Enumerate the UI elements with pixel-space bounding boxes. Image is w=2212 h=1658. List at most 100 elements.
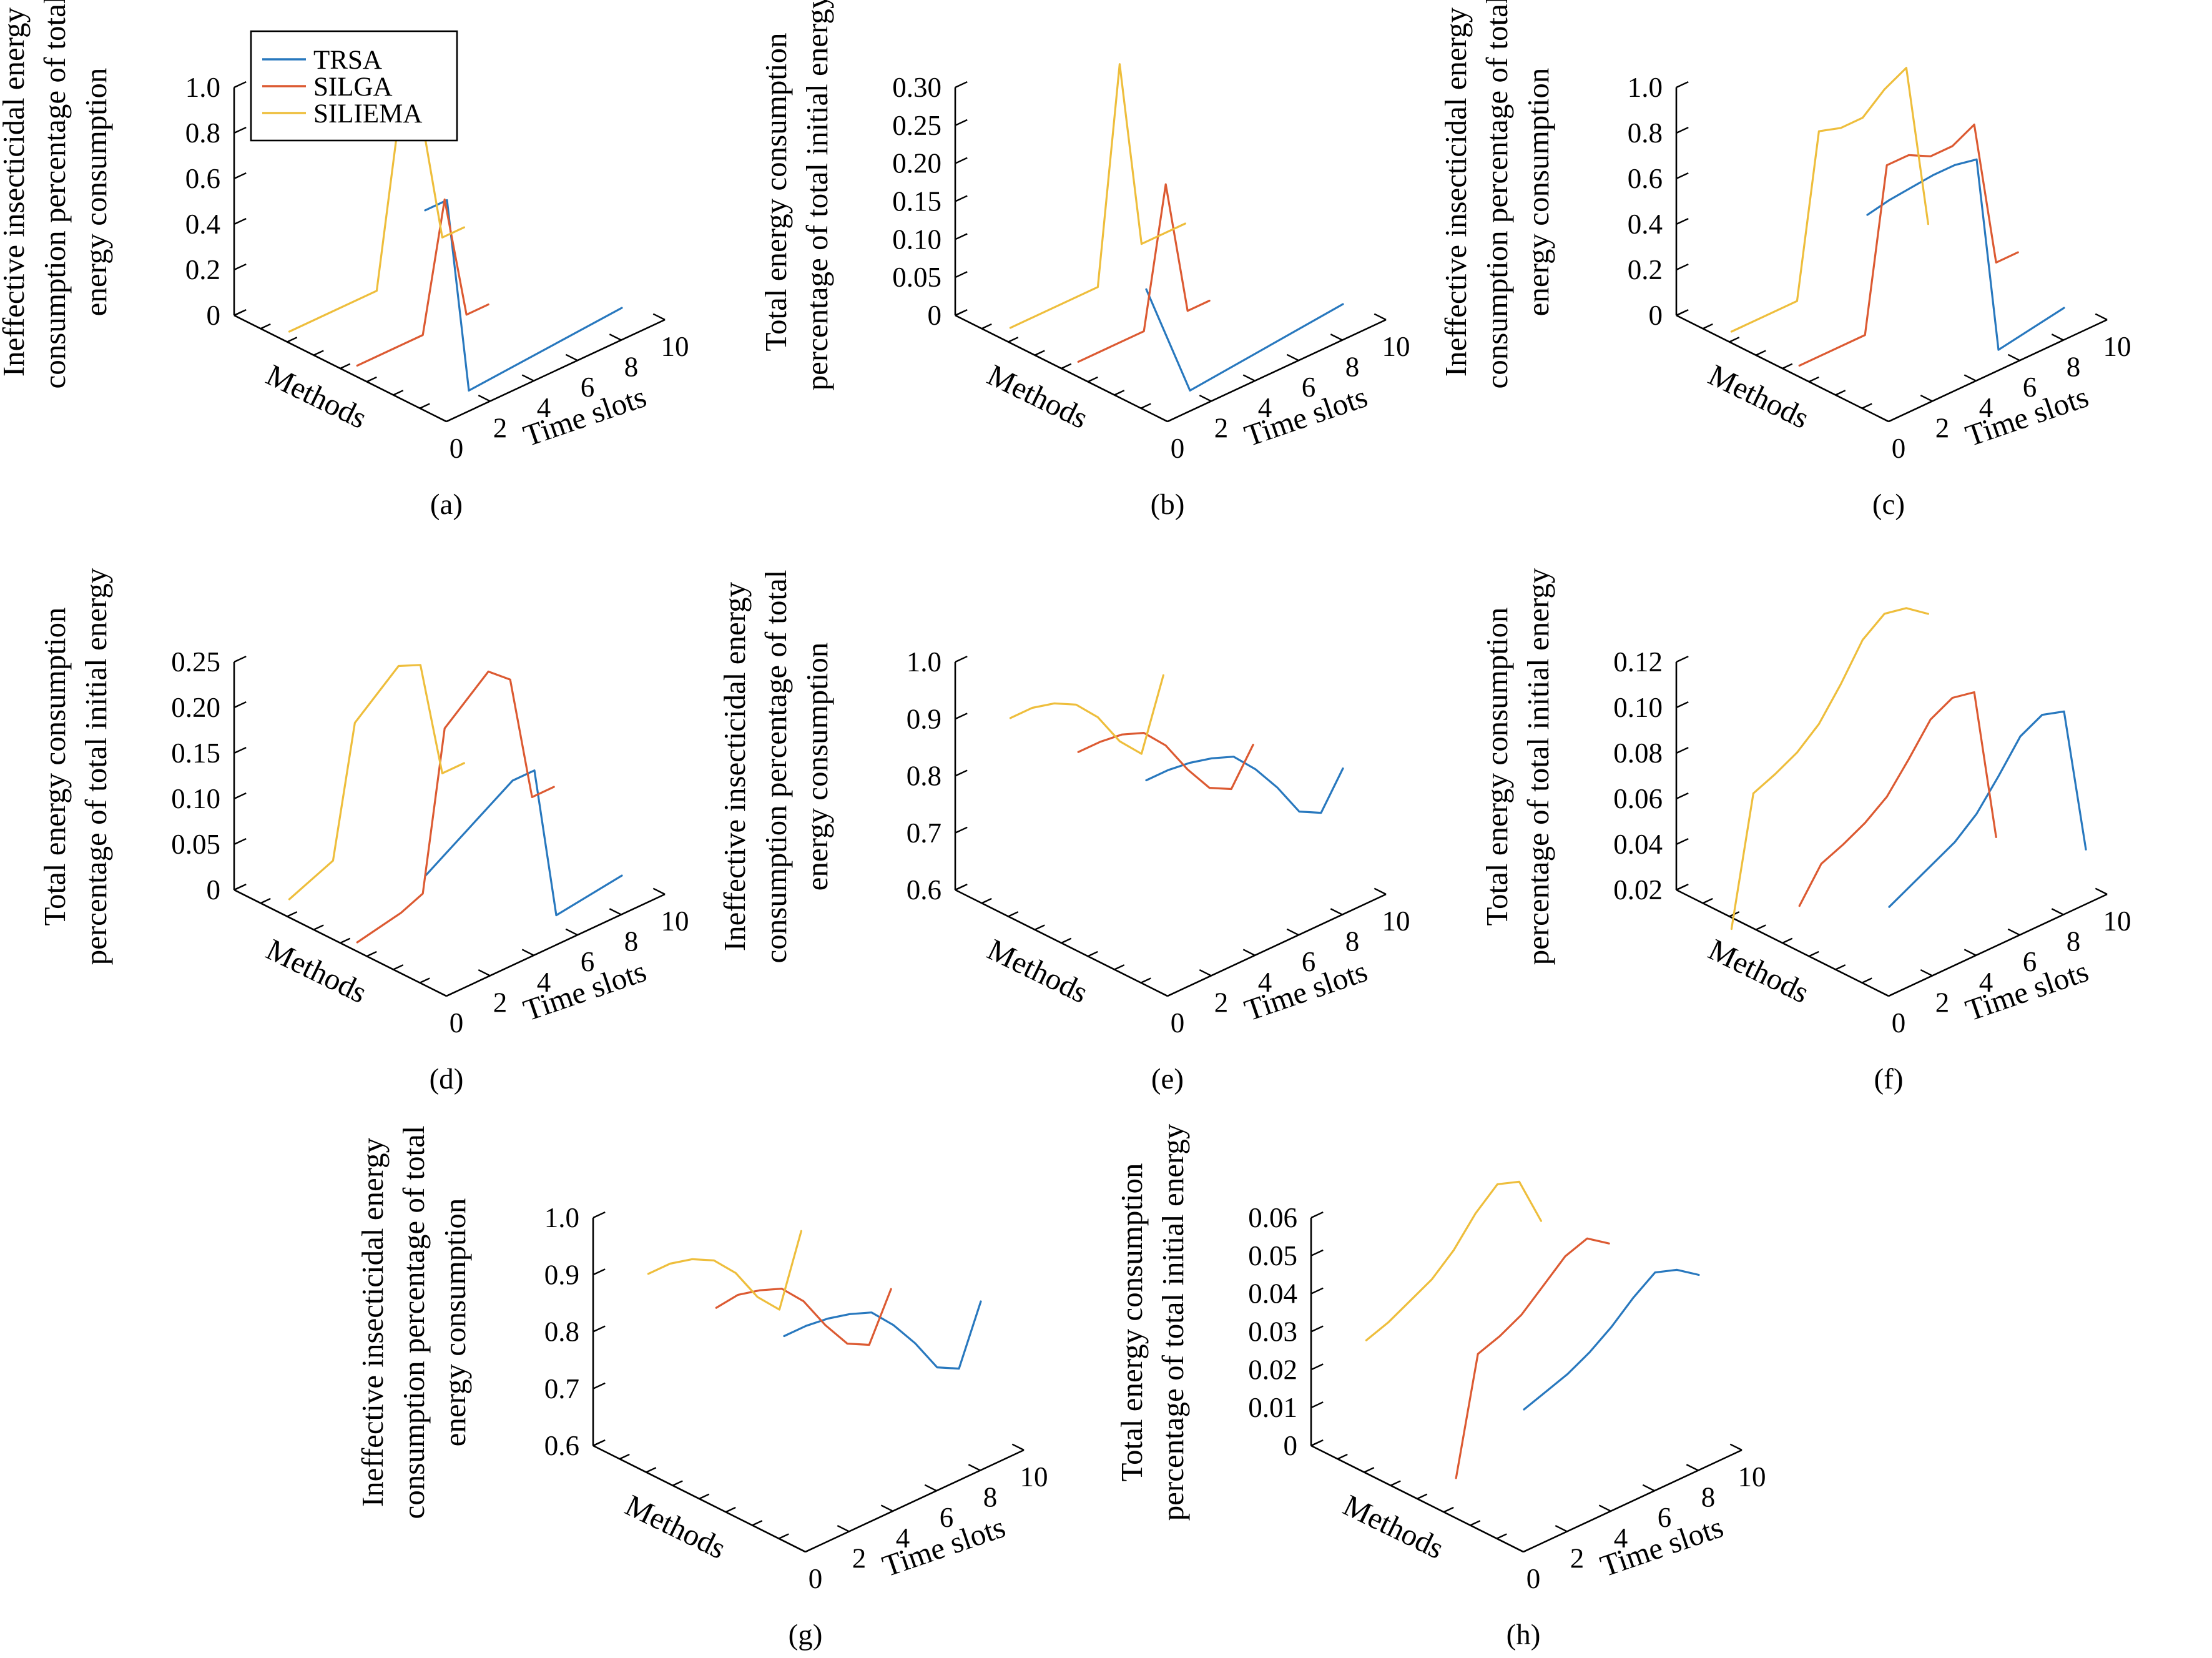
value-tick [592,1268,606,1276]
value-tick-label: 0.8 [1628,117,1663,149]
panel-caption: (b) [1151,488,1185,521]
value-tick-label: 1.0 [1628,72,1663,103]
value-tick-label: 0.08 [1613,738,1663,769]
methods-tick [1702,897,1713,904]
time-tick-label: 10 [1020,1461,1048,1493]
time-tick-label: 4 [1979,967,1993,998]
value-tick-label: 0 [1649,300,1663,331]
value-tick [955,195,968,202]
value-tick [955,826,968,834]
time-axis-line [1888,318,2108,423]
value-tick-label: 0 [207,874,221,905]
time-axis-line [1888,893,2108,997]
value-tick-label: 0.8 [544,1316,579,1348]
value-tick-label: 0.25 [892,110,941,141]
value-tick-label: 0.04 [1613,829,1663,860]
time-tick [1155,415,1168,423]
series-line-trsa [1523,1268,1700,1411]
value-tick-label: 0 [1284,1430,1298,1461]
methods-tick [672,1480,683,1486]
methods-tick [419,977,430,984]
methods-tick [725,1506,736,1513]
value-tick-label: 0.6 [1628,163,1663,194]
time-tick [1286,353,1299,362]
methods-tick [340,363,351,370]
time-tick-label: 8 [983,1482,998,1513]
legend-label-siliema: SILIEMA [313,99,422,129]
methods-tick [1008,337,1019,343]
time-tick-label: 2 [1570,1542,1585,1574]
methods-tick [1861,403,1872,409]
time-tick [1286,928,1299,936]
value-tick-label: 0.6 [907,874,941,905]
value-axis-label: energy consumption [438,1198,472,1447]
value-tick [1310,1211,1324,1219]
methods-tick [699,1493,710,1500]
time-tick [609,908,622,915]
methods-tick [1034,924,1045,930]
value-tick-label: 0.04 [1248,1278,1297,1310]
time-tick [652,313,666,321]
series-line-siliema [1009,63,1187,329]
time-tick [1876,415,1889,423]
methods-tick [1861,977,1872,984]
time-tick-label: 8 [1345,352,1360,383]
value-tick-label: 0.25 [171,646,220,678]
time-axis-line [1167,318,1387,423]
time-tick [521,949,534,956]
methods-tick [393,390,404,396]
time-axis-line [446,893,666,997]
time-tick [478,394,491,402]
value-axis-label: consumption percentage of total [396,1126,431,1519]
value-tick-label: 0.10 [892,224,941,255]
value-tick-label: 0.15 [171,738,220,769]
methods-tick [1782,937,1793,944]
value-tick [1310,1439,1324,1447]
value-tick [955,308,968,317]
time-tick [924,1484,937,1492]
time-tick [1155,989,1168,997]
time-tick-label: 8 [2067,926,2081,957]
methods-tick [287,911,298,917]
value-axis-label: percentage of total initial energy [800,0,834,390]
time-tick [434,415,447,423]
value-tick [233,746,247,754]
methods-tick [1061,363,1072,370]
value-axis-label: Ineffective insecticidal energy [1438,7,1473,377]
time-tick-label: 2 [1214,987,1229,1018]
methods-tick [805,1546,816,1553]
value-tick [233,217,247,225]
time-tick [1242,374,1256,382]
methods-tick [313,924,324,930]
methods-tick [1888,990,1899,997]
series-line-silga [1798,123,2019,367]
value-axis-label: percentage of total initial energy [1156,1123,1190,1521]
value-tick-label: 0.6 [544,1430,579,1461]
time-tick [1729,1443,1743,1451]
methods-tick [778,1533,789,1539]
series-line-trsa [783,1300,982,1370]
time-tick-label: 8 [1701,1482,1716,1513]
value-tick [955,119,968,126]
methods-tick [1337,1453,1348,1460]
time-tick-label: 4 [537,392,551,423]
time-tick [1876,989,1889,997]
value-tick-label: 0.9 [907,703,941,734]
time-tick-label: 0 [450,433,464,464]
time-tick [1330,333,1343,341]
time-tick-label: 2 [1214,412,1229,443]
time-tick [434,989,447,997]
time-tick [2095,313,2108,321]
time-tick-label: 10 [1382,331,1410,362]
value-tick [233,655,247,663]
value-tick [955,655,968,663]
time-tick-label: 6 [1302,946,1316,977]
time-tick-label: 8 [1345,926,1360,957]
value-axis-label: Ineffective insecticidal energy [717,581,752,951]
legend-label-silga: SILGA [313,72,393,102]
methods-tick [1835,964,1846,970]
time-tick-label: 6 [581,372,595,403]
methods-tick [646,1467,657,1473]
methods-tick [419,403,430,409]
time-tick [478,969,491,977]
